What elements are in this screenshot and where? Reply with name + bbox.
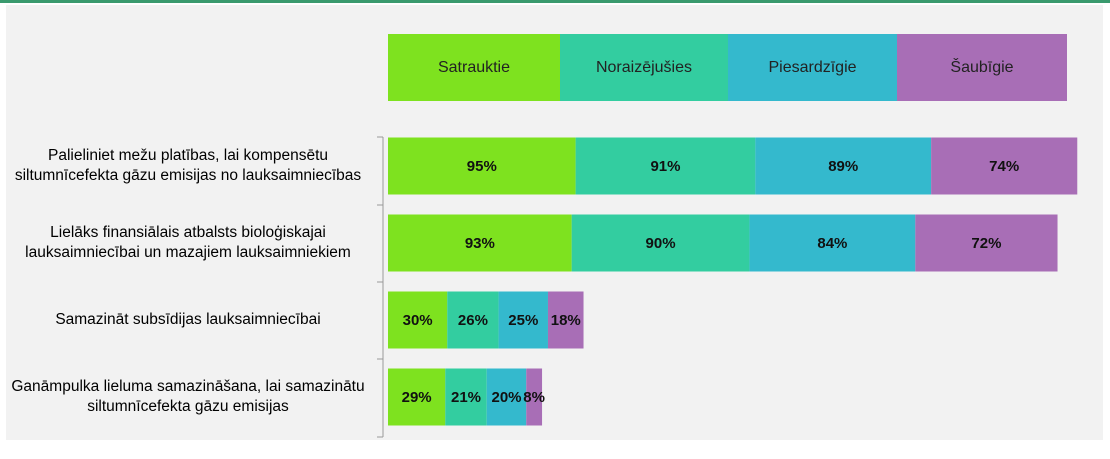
data-label: 91% — [650, 158, 680, 175]
data-label: 21% — [451, 389, 481, 406]
data-label: 93% — [465, 235, 495, 252]
bar-segment — [915, 214, 1058, 272]
data-label: 90% — [646, 235, 676, 252]
legend-swatch — [897, 34, 1067, 101]
bar-segment — [388, 291, 448, 349]
bar-segment — [575, 137, 756, 195]
bar-segment — [445, 368, 487, 426]
legend-label: Satrauktie — [438, 59, 510, 76]
bar-segment — [526, 368, 543, 426]
bar-segment — [486, 368, 527, 426]
data-label: 25% — [508, 312, 538, 329]
bar-segment — [755, 137, 932, 195]
data-label: 72% — [971, 235, 1001, 252]
legend-swatch — [388, 34, 560, 101]
category-label: Lielāks finansiālais atbalsts bioloģiska… — [25, 224, 351, 261]
data-label: 84% — [817, 235, 847, 252]
bar-segment — [931, 137, 1078, 195]
data-label: 26% — [458, 312, 488, 329]
category-label: Palieliniet mežu platības, lai kompensēt… — [14, 147, 362, 184]
legend-swatch — [560, 34, 728, 101]
data-label: 95% — [467, 158, 497, 175]
category-label: Samazināt subsīdijas lauksaimniecībai — [55, 311, 321, 328]
top-rule — [0, 0, 1110, 3]
bar-segment — [571, 214, 750, 272]
category-label: Ganāmpulka lieluma samazināšana, lai sam… — [11, 378, 365, 415]
legend-label: Noraizējušies — [596, 59, 692, 76]
data-label: 18% — [551, 312, 581, 329]
data-label: 20% — [491, 389, 521, 406]
bar-segment — [547, 291, 584, 349]
legend-label: Šaubīgie — [950, 57, 1013, 76]
legend-label: Piesardzīgie — [768, 59, 856, 76]
bar-segment — [498, 291, 548, 349]
bar-segment — [388, 368, 446, 426]
bar-segment — [749, 214, 916, 272]
data-label: 74% — [989, 158, 1019, 175]
bar-segment — [388, 137, 576, 195]
bar-segment — [388, 214, 572, 272]
legend-swatch — [728, 34, 897, 101]
data-label: 89% — [828, 158, 858, 175]
data-label: 29% — [402, 389, 432, 406]
data-label: 8% — [523, 389, 545, 406]
bar-segment — [447, 291, 499, 349]
data-label: 30% — [403, 312, 433, 329]
